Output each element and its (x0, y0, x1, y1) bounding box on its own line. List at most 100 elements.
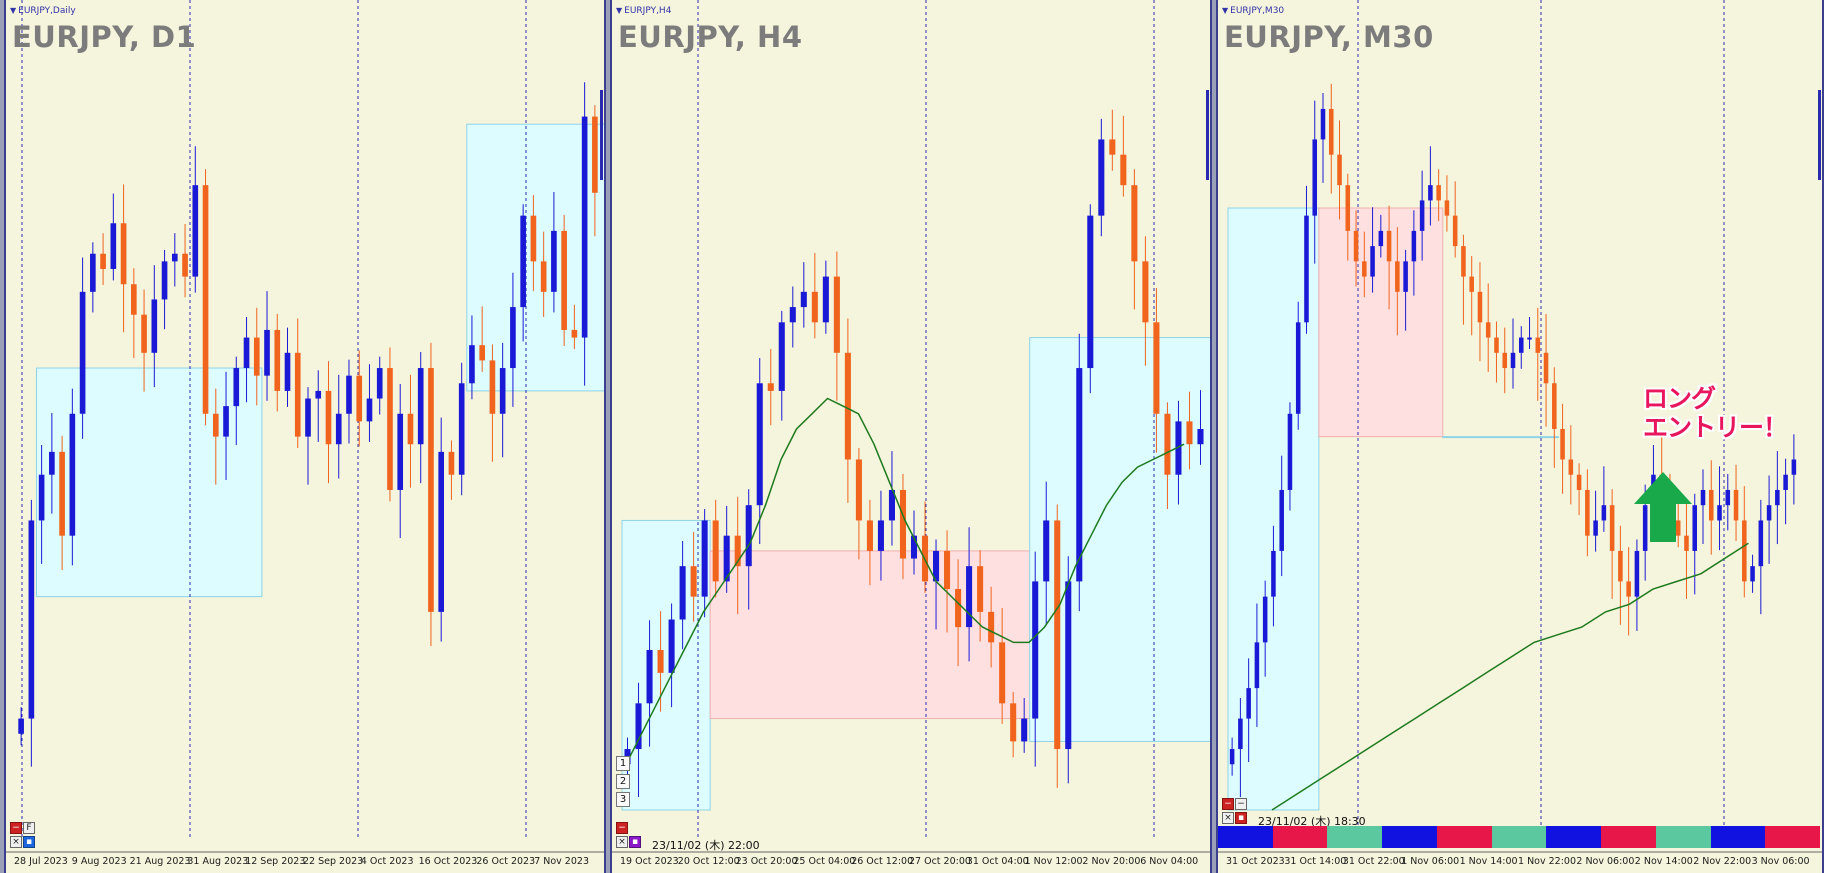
chart-title: EURJPY, H4 (618, 20, 803, 54)
candle-40 (1065, 556, 1072, 784)
numbered-button-1[interactable]: 1 (616, 756, 630, 771)
strength-segment (1546, 826, 1602, 848)
candle-40 (428, 342, 434, 647)
candle-41 (438, 417, 445, 642)
candle-14 (161, 249, 168, 330)
minimize-button[interactable]: − (616, 822, 628, 834)
candle-body (1378, 230, 1384, 247)
candle-body (1601, 505, 1607, 521)
color-button[interactable]: ▪ (23, 836, 35, 848)
candle-54 (571, 304, 578, 349)
candle-body (833, 276, 840, 353)
candle-body (1164, 413, 1171, 475)
candle-65 (1766, 475, 1772, 564)
x-tick-label: 2 Nov 14:00 (1635, 856, 1693, 867)
candle-49 (520, 204, 526, 342)
restore-button[interactable]: − (1235, 798, 1247, 810)
candle-body (1452, 215, 1458, 247)
candle-59 (1717, 466, 1722, 551)
candle-body (151, 299, 158, 353)
candle-body (1109, 139, 1116, 155)
candle-body (1238, 718, 1243, 750)
candle-38 (1043, 481, 1050, 625)
candle-15 (789, 286, 796, 348)
candle-51 (1186, 391, 1193, 470)
candle-body (1328, 108, 1334, 155)
annotation-line-1: ロング (1643, 384, 1716, 413)
candle-33 (988, 586, 995, 668)
strength-segment (1765, 826, 1821, 848)
numbered-button-2[interactable]: 2 (616, 774, 630, 789)
candle-33 (1502, 327, 1508, 394)
candle-body (866, 520, 873, 551)
candle-47 (499, 342, 506, 458)
candle-13 (151, 265, 158, 388)
x-tick-label: 27 Oct 20:00 (909, 856, 971, 867)
color-button[interactable]: ▪ (629, 836, 641, 848)
candle-23 (1419, 170, 1425, 261)
minimize-button[interactable]: − (10, 822, 22, 834)
candle-60 (1725, 473, 1731, 531)
close-x-icon[interactable]: × (616, 836, 628, 848)
candle-body (1032, 581, 1039, 719)
candle-body (182, 253, 188, 277)
candle-19 (833, 251, 840, 401)
candle-body (646, 649, 653, 704)
x-tick-label: 19 Oct 2023 (620, 856, 679, 867)
candle-body (141, 314, 147, 353)
candle-body (1684, 535, 1689, 551)
candle-body (999, 642, 1006, 704)
f-button[interactable]: F (23, 822, 35, 834)
candle-39 (1054, 504, 1061, 788)
candle-10 (120, 184, 127, 333)
candle-45 (479, 306, 485, 372)
dropdown-triangle-icon[interactable]: ▼ (1222, 6, 1229, 15)
candle-body (100, 253, 106, 269)
candle-body (1692, 505, 1698, 551)
x-tick-label: 31 Oct 04:00 (967, 856, 1029, 867)
candle-49 (1164, 402, 1171, 510)
candle-body (366, 398, 373, 422)
chart-panel-d1[interactable]: 28 Jul 2023 9 Aug 2023 21 Aug 2023 31 Aug 2… (4, 0, 606, 873)
candle-body (1175, 421, 1182, 475)
candle-19 (1386, 205, 1392, 310)
candle-body (387, 368, 393, 490)
x-tick-label: 31 Oct 14:00 (1284, 856, 1346, 867)
candle-23 (877, 490, 884, 581)
candle-15 (1353, 210, 1359, 287)
candle-26 (284, 327, 291, 407)
candle-36 (387, 347, 393, 502)
candle-10 (734, 496, 741, 615)
candle-body (428, 368, 434, 612)
candle-51 (540, 231, 547, 317)
candle-body (756, 383, 763, 506)
close-x-icon[interactable]: × (1222, 812, 1234, 824)
candle-body (1021, 718, 1028, 742)
minimize-button[interactable]: − (1222, 798, 1234, 810)
candle-52 (1197, 390, 1204, 465)
candle-33 (356, 350, 363, 447)
candle-body (1120, 154, 1127, 186)
candle-24 (1428, 146, 1433, 226)
candle-18 (822, 260, 829, 334)
candle-9 (110, 193, 117, 281)
candle-body (1535, 337, 1541, 353)
candle-body (315, 390, 322, 399)
dropdown-triangle-icon[interactable]: ▼ (616, 6, 623, 15)
candle-26 (910, 510, 918, 575)
dropdown-triangle-icon[interactable]: ▼ (10, 6, 17, 15)
color-button[interactable]: ▪ (1235, 812, 1247, 824)
zone-2 (1442, 436, 1559, 439)
candle-body (668, 619, 675, 673)
numbered-button-3[interactable]: 3 (616, 792, 630, 807)
chart-panel-h4[interactable]: 19 Oct 2023 20 Oct 12:00 23 Oct 20:00 25 Oc… (610, 0, 1212, 873)
zone-1 (709, 550, 1042, 720)
candle-body (325, 390, 332, 445)
chart-panel-m30[interactable]: 31 Oct 2023 31 Oct 14:00 31 Oct 22:00 1 Nov… (1216, 0, 1824, 873)
candle-38 (407, 374, 414, 488)
candle-18 (1378, 214, 1384, 258)
x-tick-label: 9 Aug 2023 (72, 856, 127, 867)
candle-body (1642, 505, 1648, 551)
candle-body (1043, 520, 1050, 582)
close-x-icon[interactable]: × (10, 836, 22, 848)
